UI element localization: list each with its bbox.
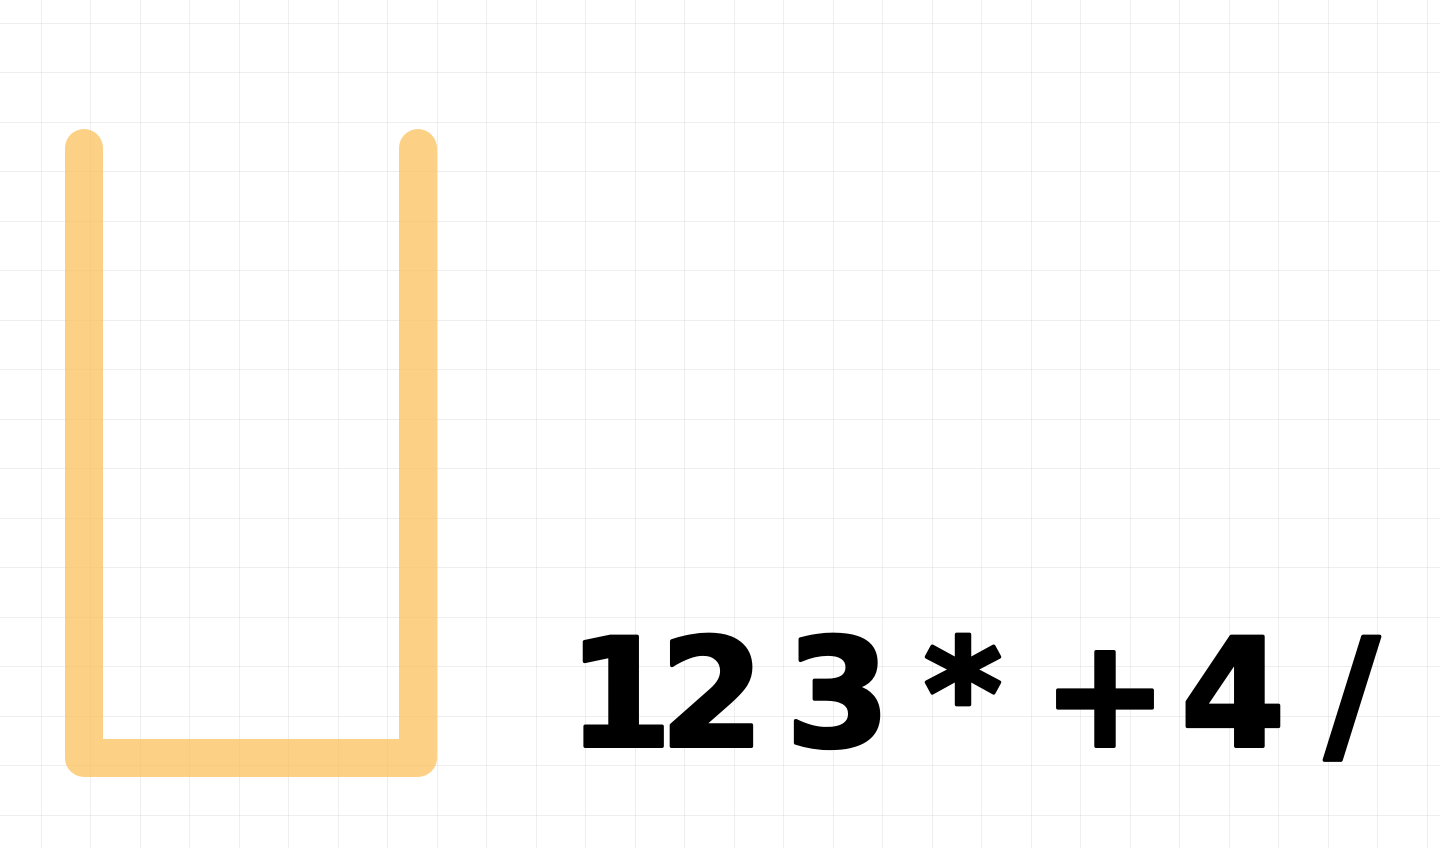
- ink-character: *: [924, 608, 1002, 782]
- ink-character: 2: [660, 608, 764, 782]
- ink-character: /: [1325, 608, 1380, 782]
- highlighter-stroke: [65, 129, 437, 777]
- ink-character: 3: [786, 608, 890, 782]
- handwritten-text: 12 3 * +4/: [566, 606, 1382, 784]
- ink-character: 1: [568, 608, 672, 782]
- ink-character: 4: [1181, 608, 1285, 782]
- ink-character: +: [1042, 608, 1168, 782]
